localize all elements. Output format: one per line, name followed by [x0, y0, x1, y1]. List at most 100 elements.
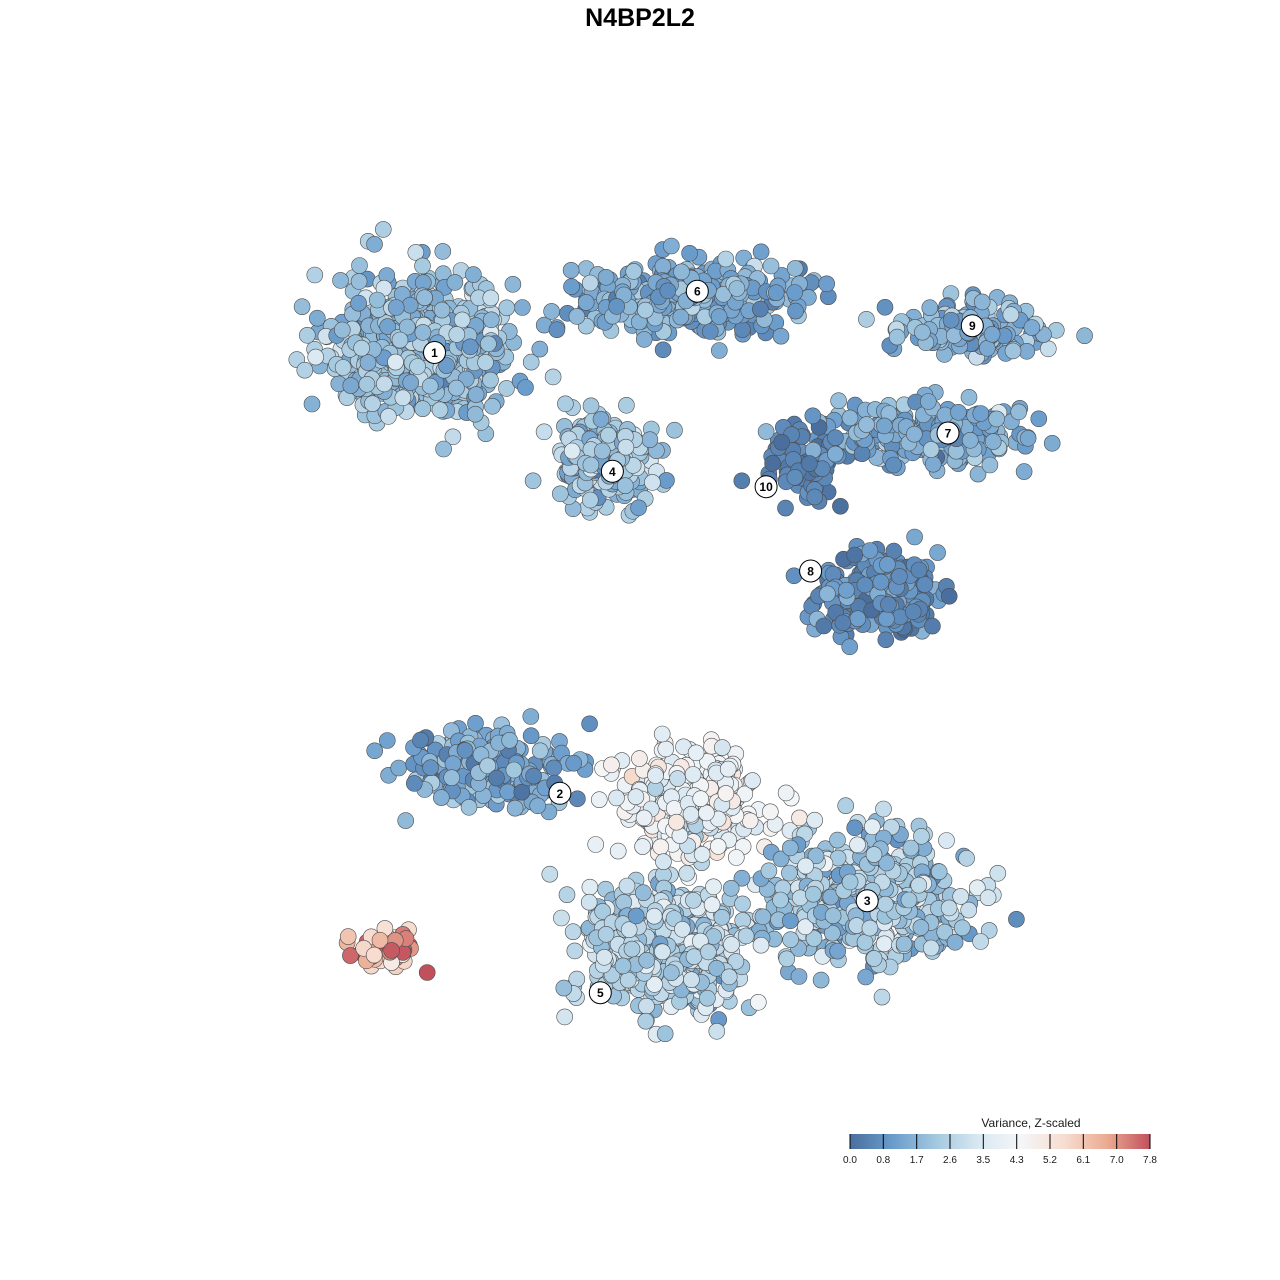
data-point — [558, 886, 576, 904]
data-point — [827, 445, 844, 463]
data-point — [517, 379, 534, 396]
data-point — [531, 340, 549, 358]
data-point — [627, 907, 645, 925]
legend-tick-label: 2.6 — [943, 1155, 957, 1166]
data-point — [654, 943, 671, 961]
data-point — [592, 410, 610, 428]
data-point — [569, 790, 586, 808]
data-point — [924, 455, 942, 473]
data-point — [334, 359, 352, 376]
data-point — [405, 775, 423, 792]
data-point — [829, 831, 846, 849]
data-point — [652, 838, 670, 856]
data-point — [703, 896, 721, 914]
data-point — [681, 245, 698, 262]
data-point — [960, 901, 978, 919]
data-point — [924, 617, 941, 635]
data-point — [617, 438, 635, 456]
data-point — [849, 610, 867, 628]
data-point — [741, 812, 759, 830]
data-point — [665, 800, 683, 817]
data-point — [394, 389, 412, 407]
data-point — [841, 638, 859, 656]
data-point — [529, 797, 547, 815]
data-point — [720, 968, 738, 986]
data-point — [1023, 319, 1041, 336]
cluster-label-badge — [855, 889, 879, 913]
data-point — [582, 456, 600, 474]
data-point — [401, 296, 419, 314]
data-point — [749, 993, 767, 1011]
data-point — [414, 324, 432, 341]
data-point — [668, 813, 685, 831]
data-point — [506, 799, 524, 817]
data-point — [368, 291, 386, 309]
data-point — [781, 864, 798, 882]
data-point — [678, 864, 696, 882]
data-point — [778, 950, 796, 968]
data-point — [620, 921, 638, 939]
cluster-label-10: 10 — [754, 475, 778, 499]
data-point — [727, 953, 745, 970]
data-point — [307, 348, 325, 366]
data-point — [460, 798, 478, 816]
cluster-label-badge — [754, 475, 778, 499]
data-point — [350, 294, 367, 312]
data-point — [838, 581, 855, 599]
legend-tick-label: 6.1 — [1076, 1155, 1090, 1166]
data-point — [296, 361, 314, 379]
data-point — [945, 327, 963, 344]
cluster-label-4: 4 — [600, 459, 624, 483]
data-point — [910, 876, 928, 894]
data-point — [654, 341, 672, 359]
data-point — [876, 895, 894, 913]
cluster-label-badge — [799, 559, 823, 583]
data-point — [710, 308, 728, 325]
data-point — [1002, 306, 1020, 324]
data-point — [398, 318, 416, 336]
data-point — [705, 878, 722, 896]
data-point — [922, 939, 940, 957]
data-point — [861, 919, 879, 937]
data-point — [647, 767, 664, 784]
data-point — [1076, 327, 1093, 345]
data-point — [767, 284, 785, 302]
cluster-label-badge — [685, 279, 709, 303]
data-point — [1004, 342, 1022, 360]
data-point — [865, 846, 883, 863]
cluster-label-text: 6 — [694, 285, 701, 299]
data-point — [435, 440, 452, 458]
data-point — [594, 903, 611, 920]
data-point — [422, 759, 439, 777]
legend-tick-label: 5.2 — [1043, 1155, 1057, 1166]
data-point — [858, 310, 875, 328]
data-point — [834, 614, 852, 632]
data-point — [545, 759, 563, 777]
data-point — [456, 741, 474, 759]
data-point — [807, 847, 825, 865]
data-point — [757, 423, 775, 440]
data-point — [581, 491, 599, 509]
data-point — [879, 556, 896, 573]
data-point — [637, 1012, 655, 1030]
data-point — [936, 923, 954, 941]
data-point — [1019, 429, 1037, 447]
cluster-label-text: 5 — [597, 986, 604, 1000]
data-point — [857, 968, 875, 986]
data-point — [387, 299, 405, 316]
data-point — [603, 756, 620, 774]
data-point — [379, 318, 396, 335]
data-point — [902, 839, 920, 857]
data-point — [669, 770, 686, 787]
data-point — [303, 395, 321, 413]
data-point — [685, 891, 702, 909]
data-point — [717, 785, 735, 802]
data-point — [656, 1025, 674, 1042]
data-point — [600, 426, 617, 444]
data-point — [797, 857, 814, 875]
data-point — [895, 935, 913, 953]
data-point — [969, 465, 987, 483]
data-point — [827, 429, 844, 447]
data-point — [865, 950, 883, 967]
data-point — [595, 948, 613, 966]
